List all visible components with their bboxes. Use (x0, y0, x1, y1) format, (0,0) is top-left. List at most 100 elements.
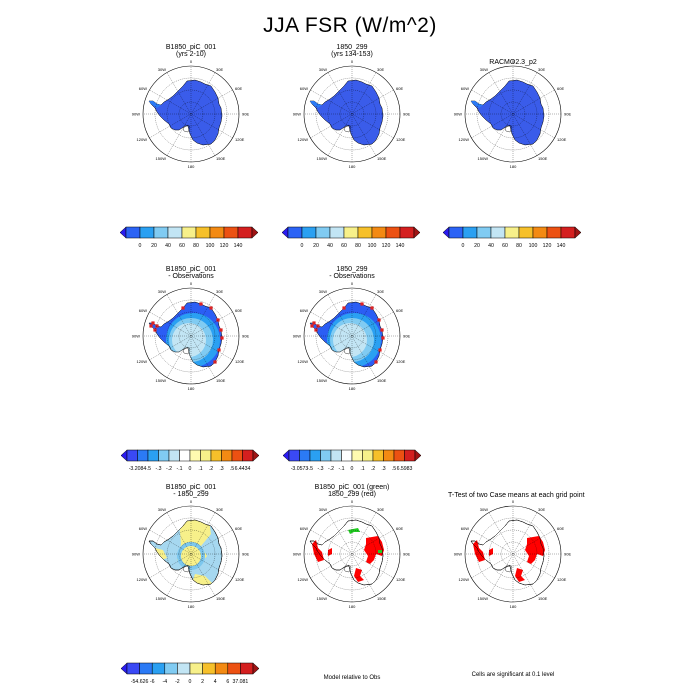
edge-cell (209, 306, 213, 310)
colorbar-box (288, 449, 300, 462)
panel-case1-minus-case2: B1850_piC_001 - 1850_299 0 180 90W 90E 30W 30… (126, 484, 256, 624)
note-model-relative: Model relative to Obs (323, 675, 381, 681)
colorbar-tick-label: 0 (189, 679, 192, 685)
degree-label-60e: 60E (235, 308, 242, 313)
colorbar-tick-label: -.5 (307, 466, 313, 472)
degree-label-120e: 120E (557, 577, 567, 582)
degree-label-180: 180 (188, 604, 195, 609)
cells-east (364, 536, 384, 564)
colorbar-box (301, 226, 317, 239)
peninsula-field (471, 101, 483, 108)
colorbar-case-diff: -54.626 -6 -4 -2 0 2 4 6 37.081 (120, 662, 260, 695)
degree-label-150w: 150W (317, 596, 328, 601)
colorbar-tick-label: 0 (301, 243, 304, 249)
colorbar-box (504, 226, 520, 239)
degree-label-60w: 60W (300, 308, 308, 313)
colorbar-tick-label: .5 (392, 466, 396, 472)
colorbar-tick-label: 20 (474, 243, 480, 249)
degree-label-120w: 120W (459, 137, 470, 142)
colorbar-tick-label: -.1 (176, 466, 182, 472)
edge-cell (377, 318, 381, 322)
colorbar-box (200, 449, 212, 462)
degree-label-30w: 30W (319, 507, 327, 512)
colorbar-tick-label: .3 (381, 466, 385, 472)
degree-label-90w: 90W (132, 334, 140, 339)
colorbar-tick-label: .2 (371, 466, 375, 472)
colorbar-box (320, 449, 332, 462)
panel-case1-absolute: B1850_piC_001 (yrs 2-10) 0 180 90W 90E 30W 30… (126, 44, 256, 184)
figure-title: JJA FSR (W/m^2) (263, 14, 437, 37)
colorbar-box (202, 662, 216, 675)
colorbar-box (177, 662, 191, 675)
cells-green (348, 528, 360, 534)
meridian (149, 529, 233, 579)
colorbar-absolute-3: 0 20 40 60 80 100 120 140 (442, 226, 582, 259)
colorbar-arrow-left (281, 226, 289, 239)
colorbar-box (137, 449, 149, 462)
map-boundary (142, 505, 240, 603)
colorbar-box (126, 449, 138, 462)
yellow-regions (155, 520, 213, 585)
degree-label-90w: 90W (454, 112, 462, 117)
degree-label-90w: 90W (293, 334, 301, 339)
colorbar-tick-label: 0 (351, 466, 354, 472)
colorbar-box (476, 226, 492, 239)
panel-title-line2: - Observations (329, 273, 375, 280)
colorbar-tick-label: 6.5983 (397, 466, 413, 472)
degree-label-90e: 90E (242, 112, 249, 117)
colorbar-box (167, 226, 183, 239)
degree-label-150e: 150E (216, 378, 226, 383)
peninsula-field (149, 101, 161, 108)
degree-label-90w: 90W (293, 552, 301, 557)
degree-label-120e: 120E (557, 137, 567, 142)
edge-cell (374, 360, 378, 364)
degree-label-150w: 150W (478, 596, 489, 601)
degree-label-180: 180 (188, 386, 195, 391)
colorbar-tick-label: 60 (341, 243, 347, 249)
panel-title-line1: B1850_piC_001 (165, 44, 217, 51)
map-boundary (303, 65, 401, 163)
colorbar-tick-label: 37.081 (232, 679, 248, 685)
significant-cells (312, 528, 384, 582)
colorbar-tick-label: 60 (502, 243, 508, 249)
panel-ttest: T-Test of two Case means at each grid po… (448, 484, 585, 624)
colorbar-tick-label: 6 (226, 679, 229, 685)
colorbar-tick-label: 140 (396, 243, 405, 249)
degree-label-120e: 120E (235, 137, 245, 142)
panel-title-line2: - 1850_299 (173, 491, 209, 498)
colorbar-box (404, 449, 416, 462)
degree-label-0: 0 (190, 281, 193, 286)
polar-map: 0 180 90W 90E 30W 30E 60W 60E 120W 120E 150W 150E (293, 499, 411, 609)
significant-cells (473, 536, 545, 582)
colorbar-tick-label: 100 (529, 243, 538, 249)
degree-label-60e: 60E (235, 86, 242, 91)
colorbar-box (299, 449, 311, 462)
panel-title: 1850_299 (yrs 134-153) (287, 44, 417, 58)
degree-label-150e: 150E (377, 378, 387, 383)
degree-label-120w: 120W (298, 137, 309, 142)
colorbar-box (125, 226, 141, 239)
degree-label-120e: 120E (396, 359, 406, 364)
degree-label-150e: 150E (538, 156, 548, 161)
colorbar-box (330, 449, 342, 462)
degree-label-150w: 150W (156, 378, 167, 383)
edge-cell (155, 324, 159, 328)
colorbar-tick-label: 120 (543, 243, 552, 249)
colorbar-box (209, 226, 225, 239)
degree-label-150w: 150W (156, 156, 167, 161)
degree-label-30e: 30E (377, 67, 384, 72)
degree-label-0: 0 (351, 59, 354, 64)
panel-observations-absolute: RACMO2.3_p2 0 180 90W 90E 30W 30E 60W 60E 120W 12… (448, 44, 578, 184)
colorbar-box (158, 449, 170, 462)
colorbar-tick-label: -.3 (155, 466, 161, 472)
degree-label-30e: 30E (538, 507, 545, 512)
colorbar-tick-label: -3.0573 (291, 466, 309, 472)
colorbar-tick-label: .1 (360, 466, 364, 472)
colorbar-box (227, 662, 241, 675)
polar-map: 0 180 90W 90E 30W 30E 60W 60E 120W 120E 150W 150E (132, 59, 250, 169)
panel-title-line2: (yrs 134-153) (331, 51, 373, 58)
meridian (149, 89, 233, 139)
degree-label-90e: 90E (564, 112, 571, 117)
degree-label-0: 0 (351, 499, 354, 504)
map-boundary (464, 65, 562, 163)
